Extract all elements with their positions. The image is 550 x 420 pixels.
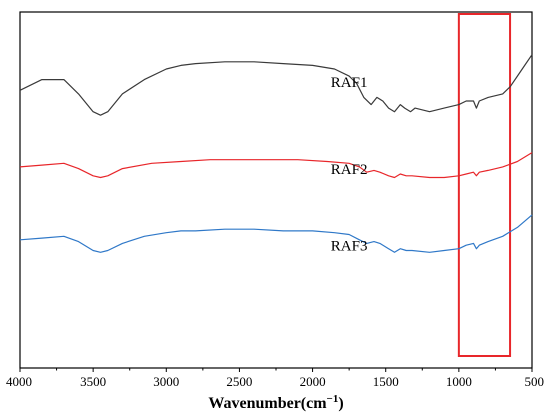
- x-tick-label: 2000: [300, 374, 326, 389]
- series-label-raf3: RAF3: [331, 239, 368, 255]
- x-tick-label: 1000: [446, 374, 472, 389]
- series-line-raf2: [19, 152, 533, 179]
- x-tick-label: 3000: [153, 374, 179, 389]
- highlight-box: [457, 13, 512, 357]
- x-axis-ticks: 4000 3500 3000 2500 2000 1500 1000 500: [6, 368, 544, 389]
- x-tick-label: 500: [525, 374, 545, 389]
- x-axis-title-main: Wavenumber(cm: [208, 395, 327, 412]
- x-tick-label: 4000: [6, 374, 32, 389]
- x-tick-label: 1500: [373, 374, 399, 389]
- series-label-raf1: RAF1: [331, 75, 368, 91]
- series-label-raf2: RAF2: [331, 162, 368, 178]
- x-axis-title-sup: −1: [327, 393, 339, 405]
- x-axis-title: Wavenumber(cm−1): [208, 393, 343, 412]
- x-tick-label: 2500: [226, 374, 252, 389]
- series-layer: [19, 54, 533, 253]
- series-line-raf3: [19, 214, 533, 253]
- series-line-raf1: [19, 54, 533, 116]
- plot-frame: [19, 11, 533, 369]
- x-tick-label: 3500: [80, 374, 106, 389]
- series-label-layer: RAF1 RAF2 RAF3: [331, 75, 368, 255]
- x-axis-title-close: ): [338, 395, 343, 412]
